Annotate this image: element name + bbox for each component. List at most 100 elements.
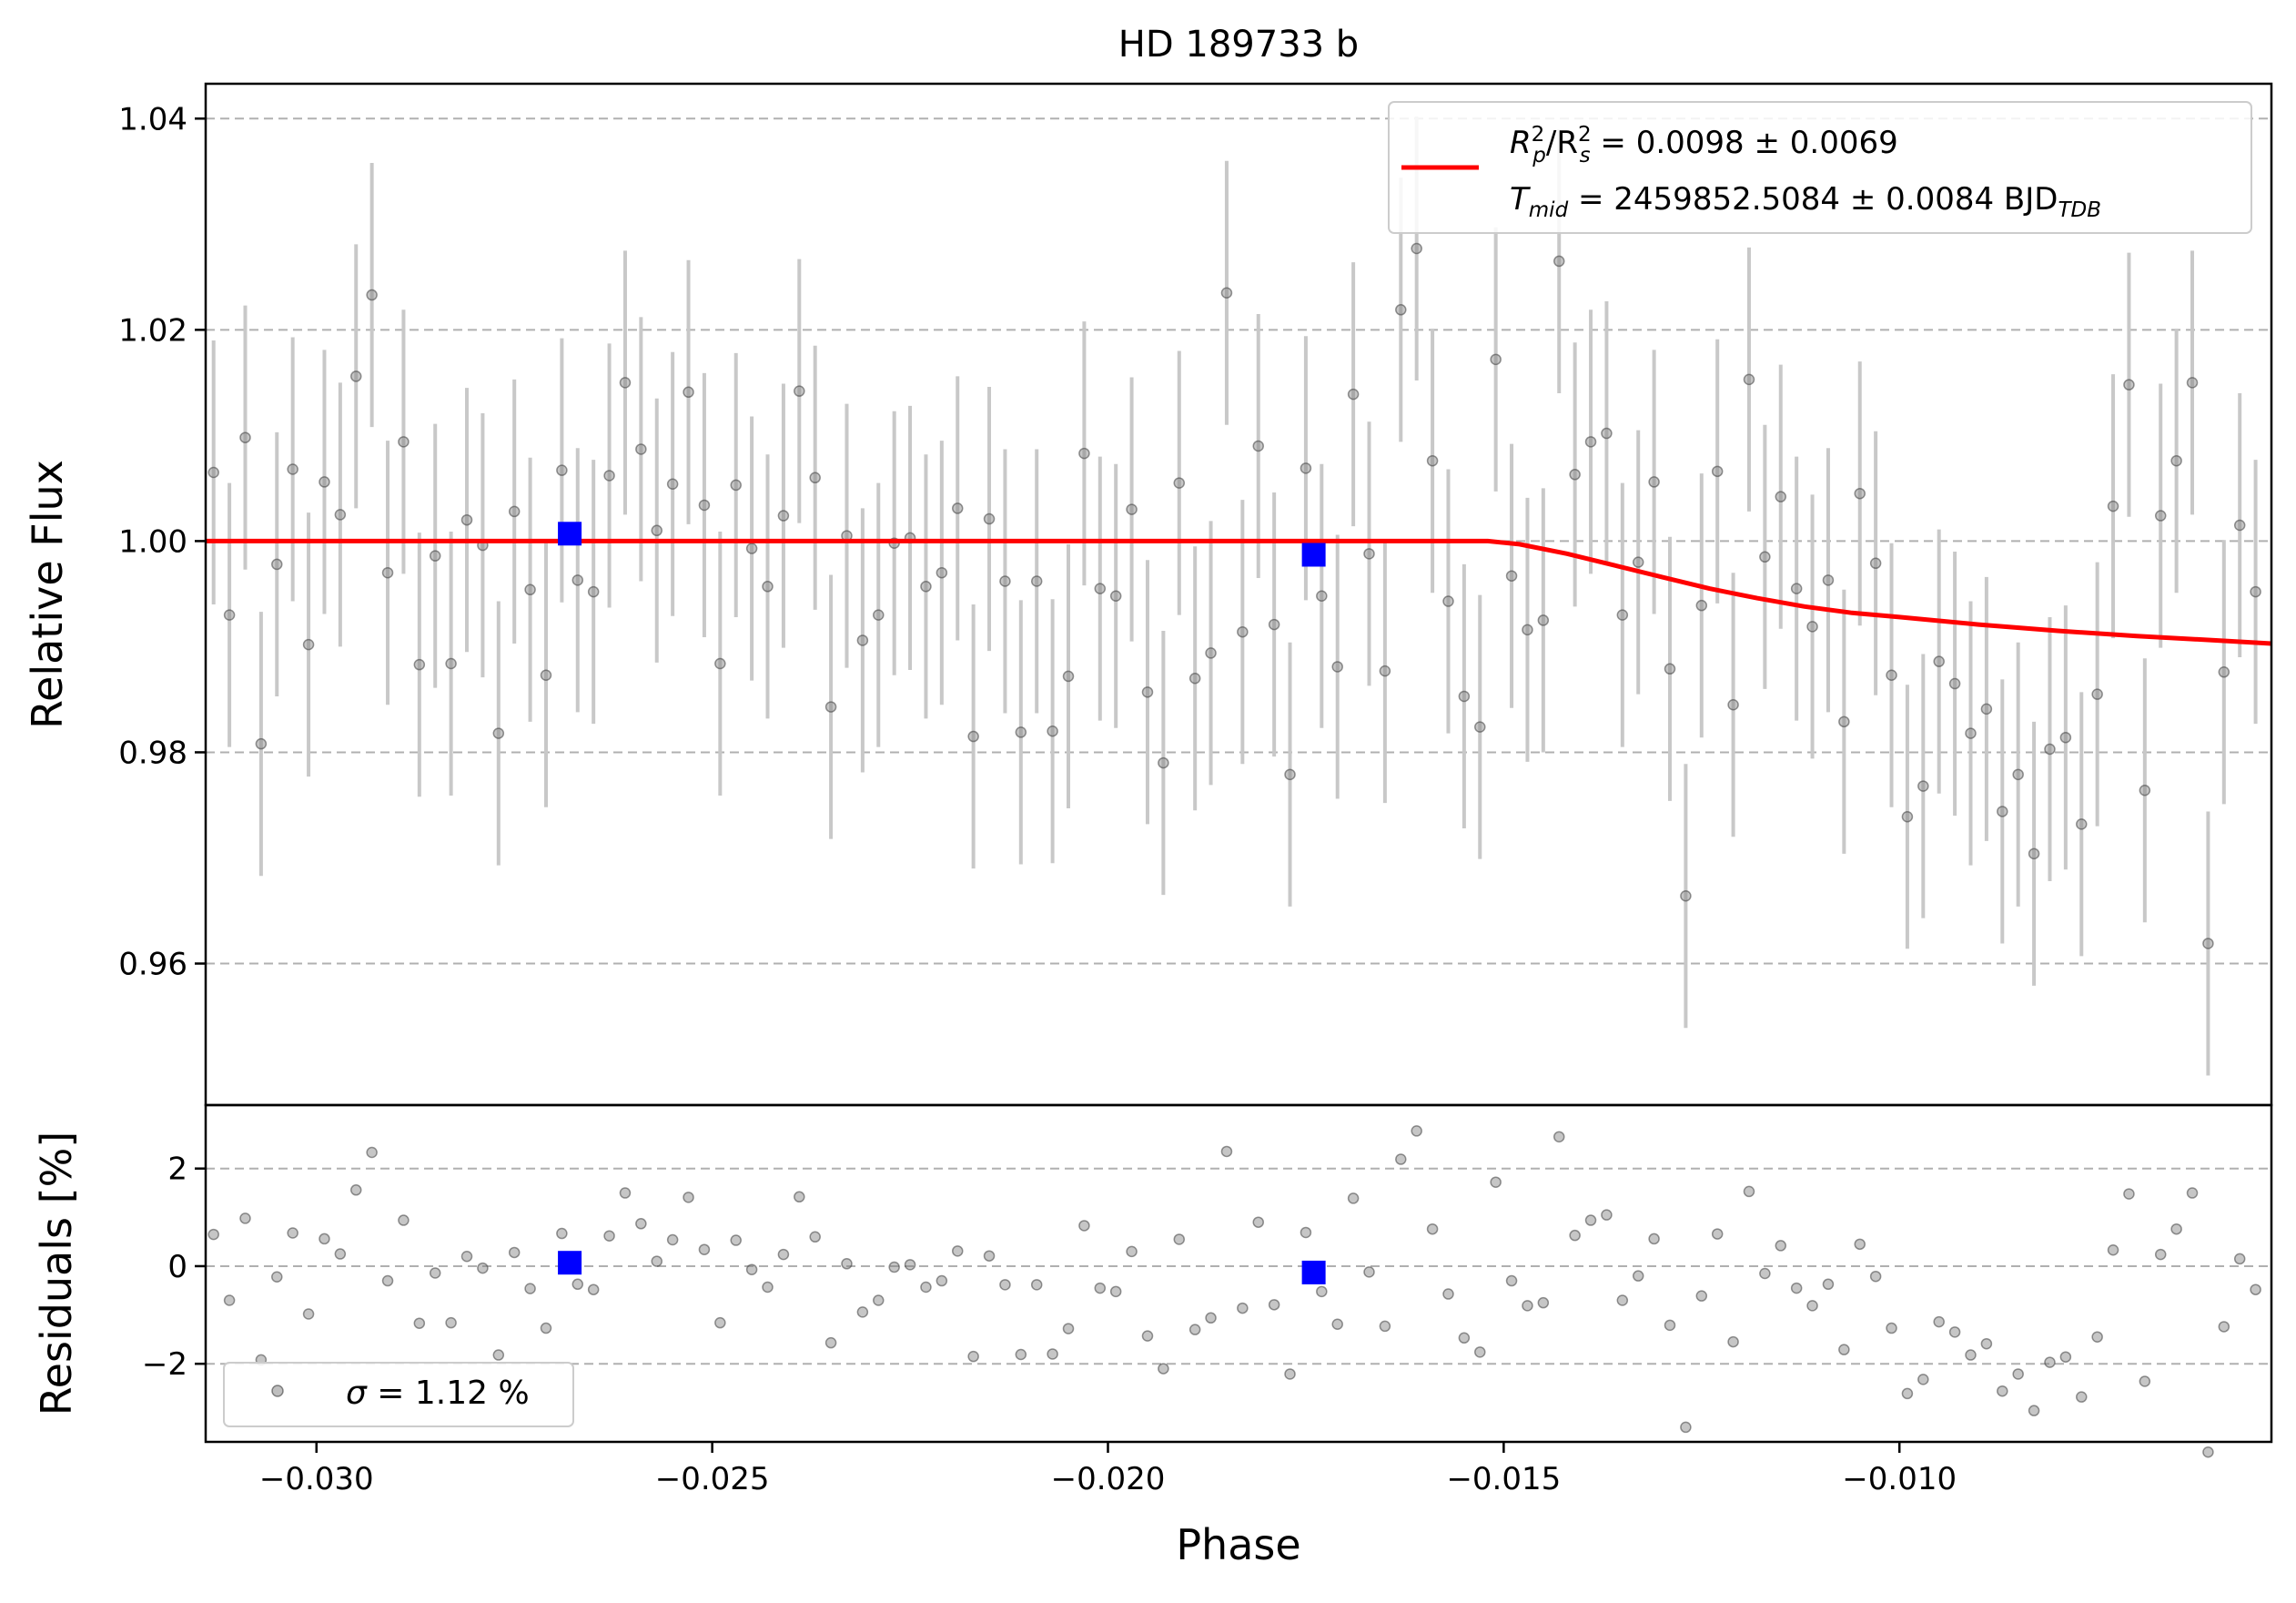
residuals-data-point: [2012, 1368, 2024, 1380]
residuals-data-point: [1316, 1285, 1328, 1298]
residuals-legend-marker: [271, 1385, 284, 1397]
flux-data-point: [1078, 447, 1090, 460]
residuals-data-point: [603, 1230, 615, 1242]
residuals-data-point: [809, 1231, 821, 1243]
flux-data-point: [1331, 661, 1343, 673]
residuals-data-point: [1030, 1279, 1043, 1291]
residuals-y-tick-label: 2: [167, 1152, 187, 1188]
residuals-legend-box: [223, 1362, 574, 1427]
flux-data-point: [2123, 379, 2135, 391]
residuals-data-point: [1695, 1290, 1708, 1302]
residuals-data-point: [2044, 1356, 2056, 1368]
flux-data-point: [1268, 618, 1280, 631]
residuals-data-point: [1220, 1145, 1233, 1158]
flux-data-point: [460, 513, 473, 526]
residuals-data-point: [873, 1294, 885, 1306]
flux-data-point: [2012, 768, 2024, 781]
residuals-data-point: [1078, 1220, 1090, 1232]
residuals-data-point: [492, 1349, 505, 1361]
flux-data-point: [1188, 672, 1201, 685]
flux-data-point: [1743, 373, 1755, 386]
flux-data-point: [2233, 519, 2246, 532]
flux-data-point: [651, 524, 663, 537]
residuals-data-point: [2076, 1391, 2088, 1403]
residuals-data-point: [1917, 1374, 1929, 1385]
flux-data-point: [1997, 806, 2008, 817]
residuals-data-point: [1980, 1337, 1993, 1350]
residuals-data-point: [1965, 1349, 1977, 1361]
residuals-data-point: [287, 1227, 298, 1239]
flux-legend: R2 p/R2 s = 0.0098 ± 0.0069 Tmid = 2459852…: [1388, 101, 2252, 234]
residuals-data-point: [1537, 1296, 1550, 1309]
residuals-data-point: [508, 1246, 521, 1259]
residuals-data-point: [271, 1271, 283, 1283]
residuals-data-point: [888, 1261, 900, 1273]
flux-data-point: [1237, 625, 1249, 638]
flux-data-point: [745, 543, 758, 554]
flux-data-point: [1822, 574, 1835, 586]
flux-data-point: [1363, 548, 1375, 560]
flux-data-point: [381, 566, 394, 579]
residuals-data-point: [524, 1283, 536, 1294]
flux-data-point: [983, 512, 996, 525]
transit-model-line: [206, 538, 2272, 646]
residuals-data-point: [1711, 1228, 1724, 1240]
residuals-data-point: [2028, 1405, 2040, 1416]
flux-data-point: [1442, 595, 1454, 607]
flux-data-point: [1173, 477, 1186, 489]
residuals-data-point: [1411, 1125, 1422, 1137]
flux-data-point: [1933, 655, 1945, 667]
residuals-data-point: [698, 1243, 711, 1255]
residuals-data-point: [1601, 1209, 1613, 1221]
flux-data-point: [1426, 454, 1439, 467]
residuals-data-point: [239, 1212, 251, 1224]
flux-data-point: [1347, 388, 1360, 401]
residuals-data-point: [1933, 1315, 1945, 1328]
residuals-data-point: [1948, 1326, 1961, 1338]
flux-data-point: [1109, 590, 1122, 602]
flux-data-point: [492, 727, 505, 739]
flux-data-point: [271, 558, 283, 571]
flux-data-point: [556, 464, 568, 476]
flux-data-point: [1584, 436, 1597, 448]
residuals-data-point: [1284, 1368, 1296, 1380]
flux-data-point: [1965, 727, 1977, 739]
flux-data-point: [2044, 743, 2056, 756]
residuals-data-point: [1458, 1332, 1471, 1344]
residuals-data-point: [398, 1214, 410, 1226]
flux-data-point: [1316, 590, 1328, 602]
flux-data-point: [1569, 469, 1581, 481]
flux-legend-box: [1388, 101, 2252, 234]
flux-data-point: [936, 566, 948, 579]
flux-data-point: [334, 509, 347, 521]
residuals-data-point: [540, 1322, 552, 1334]
residuals-data-point: [1584, 1214, 1597, 1226]
flux-data-point: [349, 370, 362, 382]
residuals-data-point: [714, 1316, 726, 1329]
residuals-data-point: [2202, 1446, 2214, 1458]
flux-data-point: [1869, 557, 1882, 570]
flux-data-point: [1695, 599, 1708, 612]
residuals-data-point: [1901, 1387, 1914, 1400]
x-tick-label: −0.010: [1842, 1461, 1957, 1497]
residuals-data-point: [683, 1192, 694, 1203]
residuals-data-point: [1854, 1238, 1866, 1251]
flux-data-point: [366, 289, 378, 301]
residuals-data-point: [1062, 1323, 1075, 1334]
residuals-data-point: [619, 1187, 632, 1199]
flux-data-point: [1141, 686, 1154, 698]
residuals-data-point: [1490, 1176, 1502, 1188]
flux-data-point: [1030, 575, 1043, 587]
flux-data-point: [794, 385, 805, 397]
residuals-x-ticks: −0.030 −0.025 −0.020 −0.015 −0.010: [259, 1442, 1957, 1497]
flux-data-point: [1490, 353, 1502, 366]
flux-data-point: [635, 443, 647, 455]
flux-data-point: [777, 510, 790, 522]
residuals-y-tick-label: −2: [142, 1346, 187, 1383]
residuals-data-point: [1015, 1348, 1027, 1361]
residuals-data-point: [1395, 1153, 1407, 1165]
flux-data-point: [1284, 768, 1296, 781]
residuals-data-point: [1252, 1216, 1264, 1228]
flux-data-point: [319, 476, 330, 488]
flux-data-point: [1252, 440, 1264, 452]
